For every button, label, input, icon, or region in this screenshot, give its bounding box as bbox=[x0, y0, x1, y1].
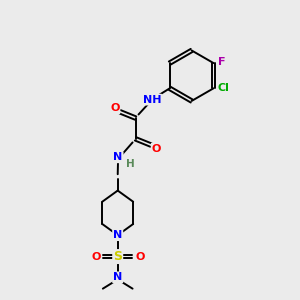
Text: S: S bbox=[113, 250, 122, 263]
Text: O: O bbox=[135, 252, 144, 262]
Text: N: N bbox=[113, 152, 123, 162]
Text: H: H bbox=[126, 159, 135, 169]
Text: NH: NH bbox=[142, 94, 161, 105]
Text: F: F bbox=[218, 57, 226, 67]
Text: N: N bbox=[113, 230, 122, 240]
Text: O: O bbox=[91, 252, 100, 262]
Text: Cl: Cl bbox=[218, 83, 230, 93]
Text: O: O bbox=[110, 103, 119, 113]
Text: O: O bbox=[152, 144, 161, 154]
Text: N: N bbox=[113, 272, 122, 282]
